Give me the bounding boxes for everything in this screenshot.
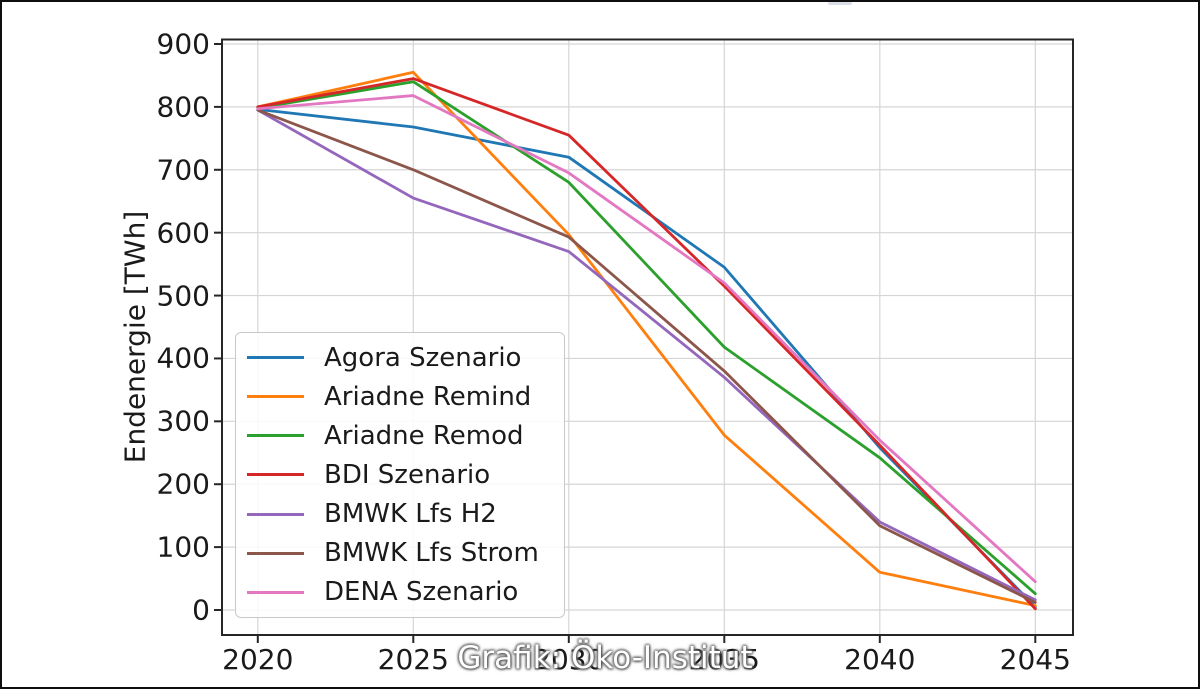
legend-label: BMWK Lfs H2 [324,499,497,530]
y-axis-label: Endenergie [TWh] [118,210,152,464]
legend-entry-ariadne-remod: Ariadne Remod [236,416,564,455]
legend-swatch-line [247,551,304,555]
series-line-bdi-szenario [256,77,1037,611]
y-tick-label: 500 [156,279,210,313]
legend: Agora Szenario Ariadne Remind Ariadne Re… [235,332,565,618]
legend-entry-dena: DENA Szenario [236,573,564,612]
x-tick-label: 2020 [222,643,294,676]
series-line-dena-szenario [256,94,1037,584]
legend-entry-bdi: BDI Szenario [236,455,564,494]
legend-swatch-line [247,473,304,477]
legend-label: Ariadne Remod [324,420,524,451]
y-tick-label: 800 [156,90,210,124]
y-tick-label: 700 [156,153,210,187]
legend-swatch-line [247,512,304,516]
legend-label: BDI Szenario [324,459,491,490]
watermark-credit: Grafik: Öko-Institut [457,640,753,676]
plot-frame [221,38,1074,636]
legend-swatch-line [247,590,304,594]
series-line-ariadne-remind [256,70,1037,607]
series-line-ariadne-remod [256,80,1037,596]
legend-swatch-line [247,395,304,399]
x-tick-label: 2025 [377,643,449,676]
x-tick-label: 2045 [999,643,1071,676]
x-tick-label: 2035 [688,643,760,676]
legend-label: BMWK Lfs Strom [324,538,539,569]
legend-entry-agora: Agora Szenario [236,338,564,377]
legend-label: DENA Szenario [324,577,519,608]
series-line-bmwk-lfs-strom [256,108,1037,604]
legend-label: Agora Szenario [324,342,522,373]
series-line-bmwk-lfs-h2 [256,108,1037,602]
y-tick-label: 100 [156,530,210,564]
y-tick-label: 200 [156,467,210,501]
cropped-title-artifact [828,2,852,5]
y-tick-label: 300 [156,404,210,438]
legend-swatch-line [247,434,304,438]
y-tick-label: 0 [192,593,210,627]
legend-entry-ariadne-remind: Ariadne Remind [236,377,564,416]
legend-entry-bmwk-h2: BMWK Lfs H2 [236,495,564,534]
y-tick-label: 400 [156,341,210,375]
legend-entry-bmwk-strom: BMWK Lfs Strom [236,534,564,573]
legend-label: Ariadne Remind [324,381,532,412]
x-tick-label: 2040 [844,643,916,676]
x-tick-label: 2030 [533,643,605,676]
y-tick-label: 900 [156,27,210,61]
y-tick-label: 600 [156,216,210,250]
legend-swatch-line [247,356,304,359]
